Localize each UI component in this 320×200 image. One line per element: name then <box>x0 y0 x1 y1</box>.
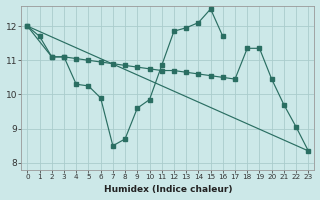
X-axis label: Humidex (Indice chaleur): Humidex (Indice chaleur) <box>104 185 232 194</box>
